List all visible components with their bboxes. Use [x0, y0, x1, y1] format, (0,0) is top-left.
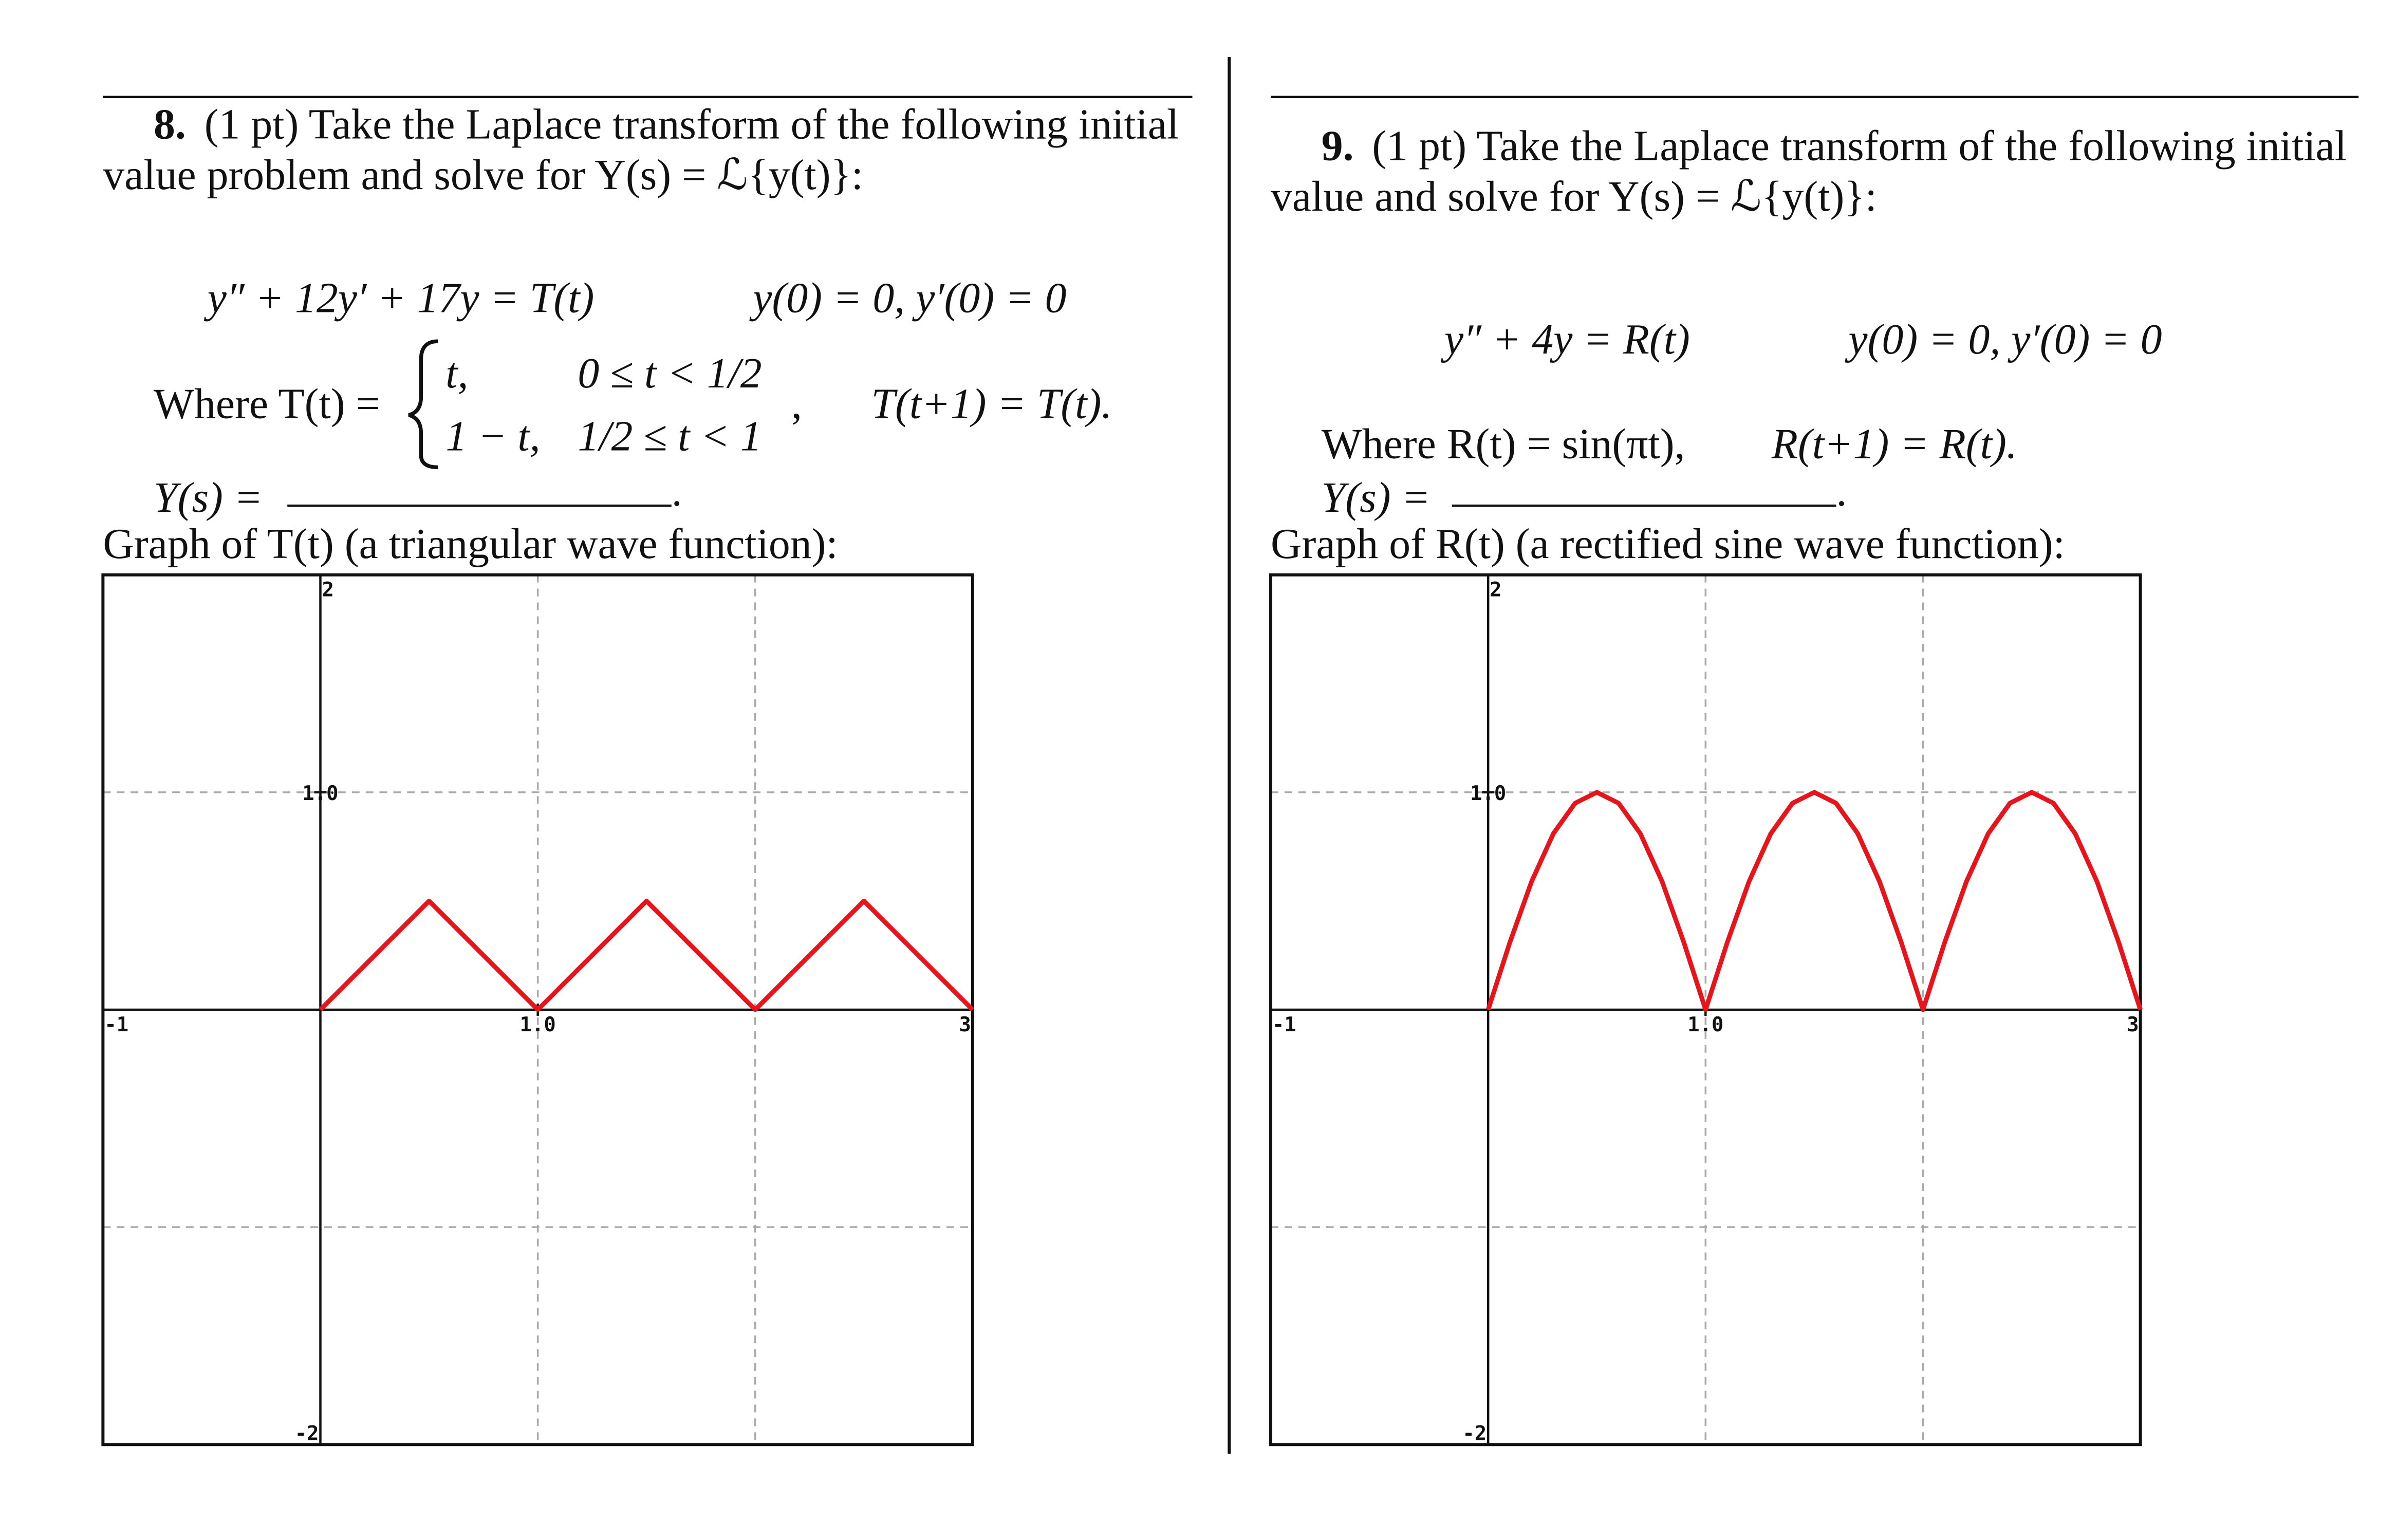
equation: y″ + 4y = R(t) — [1441, 316, 1690, 363]
problem-number: 9. — [1322, 122, 1354, 170]
brace — [408, 339, 438, 470]
case-expression: 1 − t, — [445, 413, 540, 460]
y-tick-label: 2 — [1490, 579, 1501, 602]
periodicity: T(t+1) = T(t). — [871, 380, 1112, 428]
y-tick-label: -2 — [1462, 1422, 1486, 1445]
equation: y″ + 12y′ + 17y = T(t) — [204, 274, 594, 322]
answer-label: Y(s) = — [1322, 474, 1430, 522]
where-text: Where R(t) = sin(πt), — [1322, 420, 1685, 468]
data-curve — [1485, 790, 2143, 1012]
punctuation: , — [791, 380, 802, 428]
where-text: Where T(t) = — [154, 380, 380, 428]
punctuation: . — [672, 468, 682, 515]
graphs: -1 1.0 3 -2 1.0 2 -1 1.0 3 -2 1.0 2 — [101, 573, 2143, 1446]
graph: -1 1.0 3 -2 1.0 2 — [101, 573, 975, 1446]
answer-label: Y(s) = — [154, 474, 263, 522]
graph-caption: Graph of R(t) (a rectified sine wave fun… — [1271, 520, 2065, 568]
problem-text: value and solve for Y(s) = ℒ{y(t)}: — [1271, 173, 1877, 220]
x-tick-label: 1.0 — [520, 1013, 556, 1036]
periodicity: R(t+1) = R(t). — [1771, 420, 2017, 468]
problem-text: (1 pt) Take the Laplace transform of the… — [1372, 122, 2347, 170]
punctuation: . — [1836, 468, 1847, 515]
problem-text: value problem and solve for Y(s) = ℒ{y(t… — [103, 151, 863, 199]
y-tick-label: 1.0 — [302, 782, 338, 805]
case-expression: t, — [445, 349, 468, 397]
x-tick-label: 3 — [2127, 1013, 2139, 1036]
initial-conditions: y(0) = 0, y′(0) = 0 — [1845, 316, 2162, 363]
y-tick-label: 1.0 — [1470, 782, 1506, 805]
data-curve — [319, 898, 975, 1012]
x-tick-label: 1.0 — [1687, 1013, 1723, 1036]
x-tick-label: -1 — [104, 1013, 128, 1036]
y-tick-label: 2 — [322, 579, 333, 602]
y-tick-label: -2 — [295, 1422, 319, 1445]
graph: -1 1.0 3 -2 1.0 2 — [1269, 573, 2143, 1446]
x-tick-label: 3 — [959, 1013, 971, 1036]
problem-number: 8. — [154, 100, 186, 148]
x-tick-label: -1 — [1272, 1013, 1296, 1036]
initial-conditions: y(0) = 0, y′(0) = 0 — [749, 274, 1066, 322]
graph-caption: Graph of T(t) (a triangular wave functio… — [103, 520, 838, 568]
case-condition: 1/2 ≤ t < 1 — [578, 413, 761, 460]
case-condition: 0 ≤ t < 1/2 — [578, 349, 761, 397]
problem-text: (1 pt) Take the Laplace transform of the… — [205, 100, 1179, 148]
